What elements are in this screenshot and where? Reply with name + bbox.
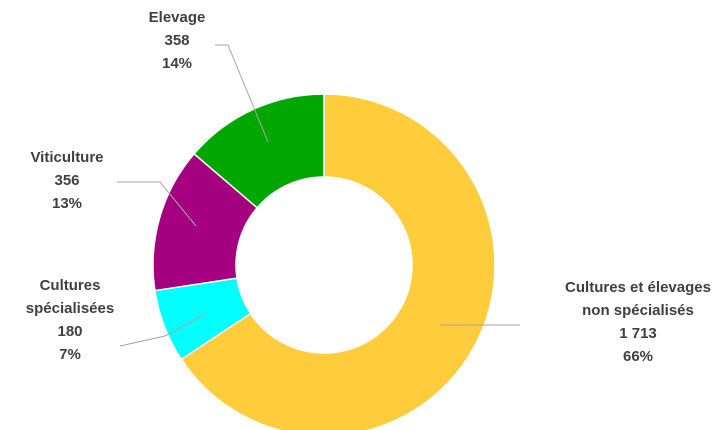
leader-line-cultures-specialisees bbox=[119, 313, 206, 347]
label-percent-cultures-elevages: 66% bbox=[623, 348, 653, 365]
slice-cultures-elevages bbox=[180, 93, 496, 430]
label-name-cultures-specialisees: Cultures bbox=[40, 277, 101, 294]
label-cultures-specialisees: Cultures spécialisées 180 7% bbox=[26, 277, 114, 363]
leader-line-elevage bbox=[215, 44, 269, 143]
label-name-viticulture: Viticulture bbox=[30, 149, 103, 166]
label-name-cultures-specialisees: spécialisées bbox=[26, 300, 114, 317]
slice-elevage bbox=[193, 93, 325, 209]
label-value-elevage: 358 bbox=[164, 32, 189, 49]
label-percent-viticulture: 13% bbox=[52, 195, 82, 212]
label-percent-cultures-specialisees: 7% bbox=[59, 346, 81, 363]
leader-line-viticulture bbox=[117, 181, 197, 227]
label-cultures-elevages: Cultures et élevages non spécialisés 1 713… bbox=[565, 279, 711, 365]
label-value-viticulture: 356 bbox=[54, 172, 79, 189]
label-name-elevage: Elevage bbox=[149, 9, 206, 26]
label-value-cultures-specialisees: 180 bbox=[57, 323, 82, 340]
label-elevage: Elevage 358 14% bbox=[149, 9, 206, 72]
label-percent-elevage: 14% bbox=[162, 55, 192, 72]
donut-slices bbox=[152, 93, 496, 430]
slice-labels: Cultures et élevages non spécialisés 1 713… bbox=[26, 9, 711, 365]
label-viticulture: Viticulture 356 13% bbox=[30, 149, 103, 212]
leader-lines bbox=[117, 44, 520, 347]
label-name-cultures-elevages: Cultures et élevages bbox=[565, 279, 711, 296]
label-value-cultures-elevages: 1 713 bbox=[619, 325, 657, 342]
label-name-cultures-elevages: non spécialisés bbox=[582, 302, 694, 319]
